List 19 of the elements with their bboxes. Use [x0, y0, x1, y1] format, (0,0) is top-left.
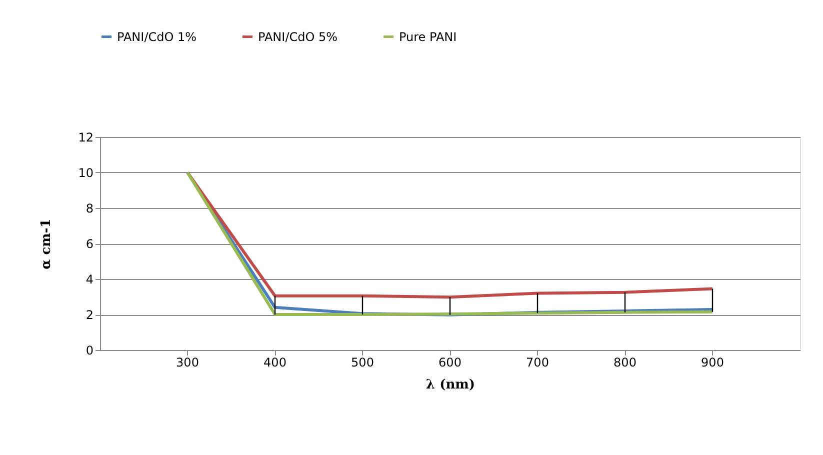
y-tick-label: 8	[86, 202, 94, 216]
x-tick-label: 700	[526, 356, 549, 370]
x-tick-label: 400	[264, 356, 286, 370]
y-tick-label: 12	[78, 130, 94, 144]
y-tick-label: 2	[86, 308, 94, 322]
legend-label: PANI/CdO 5%	[258, 30, 338, 44]
y-tick-label: 0	[86, 344, 94, 358]
x-tick-label: 800	[614, 356, 636, 370]
x-tick-label: 600	[438, 356, 462, 370]
y-tick-label: 10	[78, 166, 94, 180]
legend-label: Pure PANI	[399, 30, 457, 44]
x-tick-label: 300	[176, 356, 199, 370]
x-axis-title: λ (nm)	[426, 378, 476, 392]
x-tick-label: 900	[701, 356, 724, 370]
legend-label: PANI/CdO 1%	[117, 30, 197, 44]
y-axis-title: α cm-1	[39, 218, 54, 270]
y-tick-label: 6	[86, 237, 94, 251]
y-tick-label: 4	[86, 272, 94, 286]
x-tick-label: 500	[351, 356, 374, 370]
